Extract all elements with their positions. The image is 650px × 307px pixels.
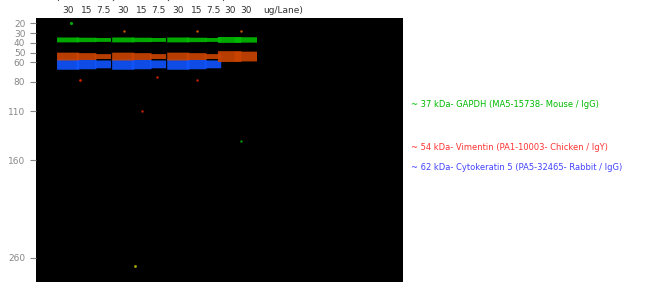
FancyBboxPatch shape bbox=[150, 60, 166, 68]
Point bbox=[119, 29, 129, 33]
FancyBboxPatch shape bbox=[77, 53, 96, 60]
FancyBboxPatch shape bbox=[150, 38, 166, 42]
Text: ~ 62 kDa- Cytokeratin 5 (PA5-32465- Rabbit / IgG): ~ 62 kDa- Cytokeratin 5 (PA5-32465- Rabb… bbox=[411, 163, 622, 172]
Point bbox=[151, 75, 162, 80]
FancyBboxPatch shape bbox=[218, 51, 241, 62]
FancyBboxPatch shape bbox=[205, 54, 221, 59]
Point bbox=[236, 29, 246, 33]
Text: 7.5: 7.5 bbox=[96, 6, 110, 15]
FancyBboxPatch shape bbox=[57, 52, 79, 60]
FancyBboxPatch shape bbox=[131, 60, 151, 69]
FancyBboxPatch shape bbox=[131, 53, 151, 60]
Text: 30: 30 bbox=[240, 6, 252, 15]
Text: 30: 30 bbox=[118, 6, 129, 15]
FancyBboxPatch shape bbox=[95, 54, 111, 59]
Text: 7.5: 7.5 bbox=[206, 6, 220, 15]
FancyBboxPatch shape bbox=[95, 38, 111, 42]
FancyBboxPatch shape bbox=[187, 38, 207, 42]
FancyBboxPatch shape bbox=[167, 37, 189, 42]
FancyBboxPatch shape bbox=[167, 52, 189, 60]
FancyBboxPatch shape bbox=[112, 59, 134, 70]
FancyBboxPatch shape bbox=[77, 38, 96, 42]
Text: 30: 30 bbox=[62, 6, 74, 15]
FancyBboxPatch shape bbox=[77, 60, 96, 69]
FancyBboxPatch shape bbox=[218, 37, 241, 43]
FancyBboxPatch shape bbox=[235, 52, 257, 61]
Text: 7.5: 7.5 bbox=[151, 6, 165, 15]
Point bbox=[192, 29, 203, 33]
Text: ~ 37 kDa- GAPDH (MA5-15738- Mouse / IgG): ~ 37 kDa- GAPDH (MA5-15738- Mouse / IgG) bbox=[411, 100, 599, 109]
FancyBboxPatch shape bbox=[131, 38, 151, 42]
FancyBboxPatch shape bbox=[57, 37, 79, 42]
Text: ~ 54 kDa- Vimentin (PA1-10003- Chicken / IgY): ~ 54 kDa- Vimentin (PA1-10003- Chicken /… bbox=[411, 143, 608, 152]
Point bbox=[137, 109, 148, 114]
FancyBboxPatch shape bbox=[112, 52, 134, 60]
FancyBboxPatch shape bbox=[112, 37, 134, 42]
Point bbox=[192, 78, 203, 83]
Point bbox=[236, 138, 246, 143]
FancyBboxPatch shape bbox=[95, 60, 111, 68]
FancyBboxPatch shape bbox=[187, 53, 207, 60]
FancyBboxPatch shape bbox=[235, 37, 257, 43]
Text: 15: 15 bbox=[191, 6, 202, 15]
Text: 30: 30 bbox=[172, 6, 184, 15]
Text: ug/Lane): ug/Lane) bbox=[263, 6, 304, 15]
FancyBboxPatch shape bbox=[205, 38, 221, 42]
FancyBboxPatch shape bbox=[205, 60, 221, 68]
Text: 30: 30 bbox=[224, 6, 235, 15]
Point bbox=[75, 78, 85, 83]
FancyBboxPatch shape bbox=[150, 54, 166, 59]
FancyBboxPatch shape bbox=[187, 60, 207, 69]
Text: 15: 15 bbox=[136, 6, 148, 15]
FancyBboxPatch shape bbox=[57, 59, 79, 70]
Point bbox=[130, 263, 140, 268]
Text: 15: 15 bbox=[81, 6, 92, 15]
FancyBboxPatch shape bbox=[167, 59, 189, 70]
Point bbox=[66, 21, 76, 26]
